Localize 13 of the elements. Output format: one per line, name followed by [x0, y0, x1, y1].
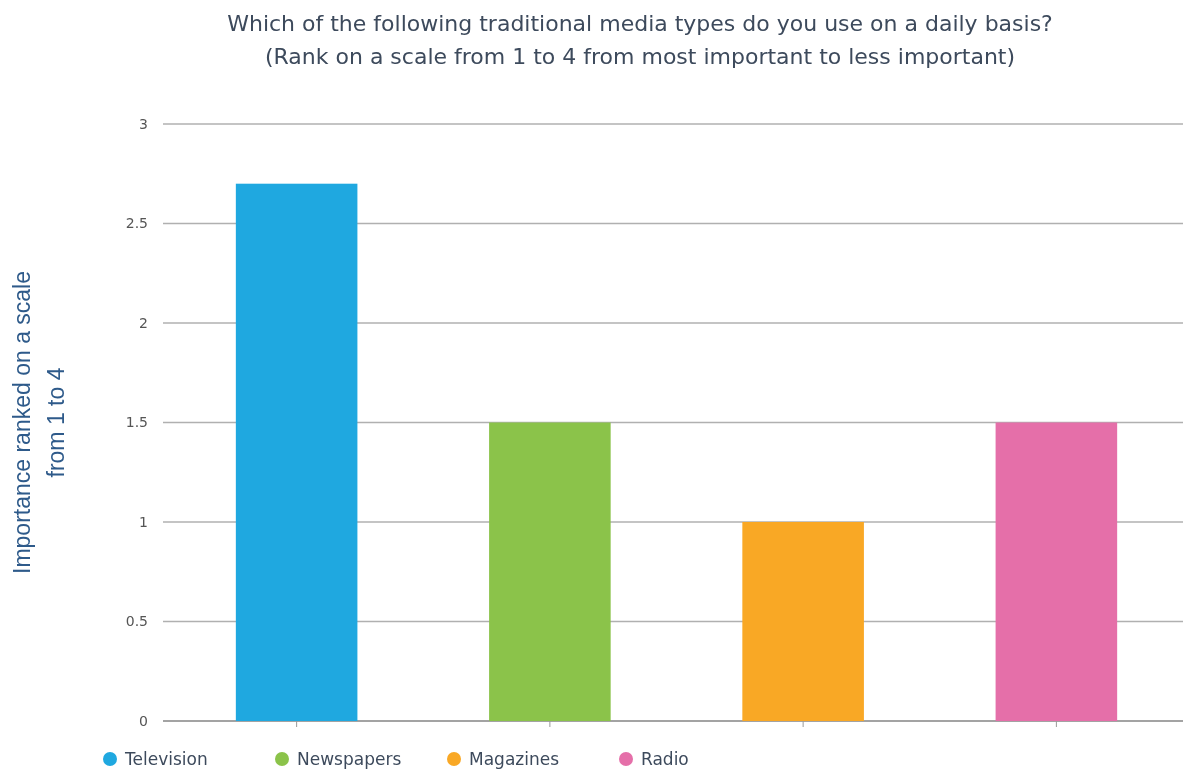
y-tick-label: 2.5	[125, 215, 148, 232]
y-tick-label: 0.5	[125, 613, 148, 630]
legend-label: Radio	[641, 748, 689, 769]
chart-title: Which of the following traditional media types do you use on a daily basis? (Rank on a scale from 1 to 4 from most important to less important)	[227, 11, 1053, 69]
y-tick-label: 3	[139, 115, 148, 132]
y-tick-label: 0	[139, 712, 148, 729]
y-tick-label: 1	[139, 513, 148, 530]
y-tick-label: 1.5	[125, 414, 148, 431]
legend-label: Magazines	[469, 748, 560, 769]
legend-label: Newspapers	[297, 748, 402, 769]
y-tick-label: 2	[139, 314, 148, 331]
legend-label: Television	[124, 748, 208, 769]
y-axis-title: Importance ranked on a scale from 1 to 4	[9, 270, 69, 575]
